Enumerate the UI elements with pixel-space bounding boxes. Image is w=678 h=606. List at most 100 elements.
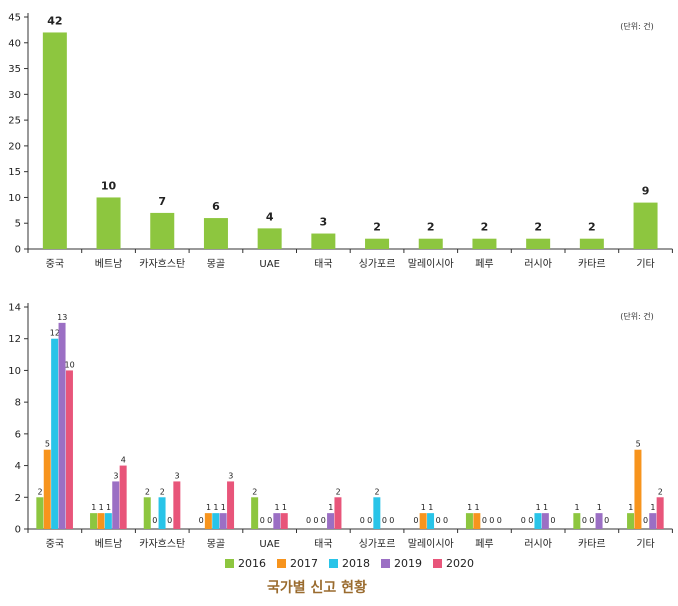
chart1-bar <box>203 218 228 249</box>
legend: 2016 2017 2018 2019 2020 <box>225 557 474 570</box>
chart1-x-tick-label: 카타르 <box>578 258 606 270</box>
chart2-bar-2017 <box>473 513 481 529</box>
chart2-data-label: 0 <box>306 516 311 525</box>
chart2-data-label: 0 <box>260 516 265 525</box>
chart2-x-tick-label: UAE <box>259 539 279 550</box>
chart2-data-label: 1 <box>575 503 580 512</box>
chart2-data-label: 1 <box>99 503 104 512</box>
chart2-bar-2018 <box>534 513 542 529</box>
chart2-bar-2020 <box>119 465 127 529</box>
chart2-data-label: 0 <box>360 516 365 525</box>
chart2-bar-2018 <box>104 513 112 529</box>
chart2-bar-2018 <box>373 497 381 529</box>
chart1-bar <box>150 212 175 249</box>
chart1-data-label: 9 <box>642 185 650 198</box>
chart2-data-label: 3 <box>113 471 118 480</box>
chart1-data-label: 2 <box>534 221 542 234</box>
chart2-data-label: 1 <box>597 503 602 512</box>
chart1-y-tick-label: 25 <box>8 116 21 127</box>
chart2-data-label: 0 <box>199 516 204 525</box>
chart2-data-label: 1 <box>628 503 633 512</box>
chart1-y-tick-label: 20 <box>8 141 21 152</box>
chart2-y-tick-label: 14 <box>8 303 21 314</box>
legend-swatch-2017 <box>277 559 286 568</box>
chart1-bar <box>633 202 658 249</box>
chart1-x-tick-label: 러시아 <box>524 258 552 270</box>
chart2-data-label: 1 <box>650 503 655 512</box>
chart1-x-tick-label: UAE <box>259 259 279 270</box>
chart1-y-tick-label: 10 <box>8 193 21 204</box>
chart2-bar-2019 <box>595 513 603 529</box>
chart2-x-tick-label: 베트남 <box>95 538 123 550</box>
chart1-unit-label: (단위: 건) <box>620 21 654 31</box>
chart2-data-label: 0 <box>267 516 272 525</box>
chart1-bar <box>311 233 336 249</box>
chart2-data-label: 2 <box>375 487 380 496</box>
chart2-bar-2016 <box>90 513 98 529</box>
chart2-x-tick-label: 몽골 <box>207 538 225 550</box>
chart2-bar-2017 <box>43 449 51 529</box>
chart2-data-label: 2 <box>160 487 165 496</box>
chart2-bar-2017 <box>419 513 427 529</box>
chart2-bar-2018 <box>51 338 59 529</box>
chart2-bar-2016 <box>573 513 581 529</box>
legend-swatch-2019 <box>381 559 390 568</box>
chart1-bar <box>96 197 121 249</box>
chart1-y-tick-label: 35 <box>8 64 21 75</box>
chart2-data-label: 0 <box>497 516 502 525</box>
chart1-x-tick-label: 페루 <box>475 258 493 270</box>
chart2-x-tick-label: 카자흐스탄 <box>139 538 185 550</box>
chart2-data-label: 0 <box>482 516 487 525</box>
chart2-data-label: 0 <box>643 516 648 525</box>
chart1-bar <box>365 238 390 249</box>
chart1-bar <box>472 238 497 249</box>
legend-swatch-2020 <box>433 559 442 568</box>
chart2-data-label: 0 <box>321 516 326 525</box>
chart2-data-label: 1 <box>275 503 280 512</box>
chart1-data-label: 2 <box>427 221 435 234</box>
chart2-x-tick-label: 태국 <box>314 538 332 550</box>
chart1-x-tick-label: 중국 <box>46 258 64 270</box>
chart2-bar-2016 <box>36 497 44 529</box>
chart2-bar-2018 <box>158 497 166 529</box>
legend-label-2019: 2019 <box>394 557 422 570</box>
chart2-data-label: 1 <box>543 503 548 512</box>
legend-label-2020: 2020 <box>446 557 474 570</box>
chart2-bar-2019 <box>219 513 227 529</box>
legend-label-2017: 2017 <box>290 557 318 570</box>
chart2-x-tick-label: 카타르 <box>578 538 606 550</box>
chart2-bar-2020 <box>65 370 73 529</box>
chart2-y-tick-label: 2 <box>15 493 21 504</box>
chart2-data-label: 2 <box>145 487 150 496</box>
chart1-bar <box>526 238 551 249</box>
chart2-data-label: 4 <box>121 456 126 465</box>
chart2-bar-2020 <box>334 497 342 529</box>
chart2-data-label: 0 <box>604 516 609 525</box>
legend-swatch-2016 <box>225 559 234 568</box>
chart2-data-label: 0 <box>550 516 555 525</box>
chart2-x-tick-label: 페루 <box>475 538 493 550</box>
chart1-x-tick-label: 기타 <box>636 258 654 270</box>
chart1-x-tick-label: 태국 <box>314 258 332 270</box>
chart1-bar <box>418 238 443 249</box>
chart2-data-label: 1 <box>221 503 226 512</box>
chart2-bar-2019 <box>649 513 657 529</box>
chart2-data-label: 1 <box>475 503 480 512</box>
chart2-bar-2016 <box>251 497 259 529</box>
chart2-data-label: 2 <box>38 487 43 496</box>
chart2-x-tick-label: 중국 <box>46 538 64 550</box>
chart2-bar-2016 <box>143 497 151 529</box>
chart2-bar-2016 <box>627 513 635 529</box>
chart1-data-label: 2 <box>481 221 489 234</box>
chart2-data-label: 1 <box>206 503 211 512</box>
chart2-data-label: 0 <box>382 516 387 525</box>
chart2-y-tick-label: 10 <box>8 366 21 377</box>
chart1-data-label: 2 <box>588 221 596 234</box>
chart2-data-label: 2 <box>658 487 663 496</box>
chart2-unit-label: (단위: 건) <box>620 311 654 321</box>
chart2-data-label: 0 <box>436 516 441 525</box>
chart2-data-label: 0 <box>167 516 172 525</box>
chart2-y-tick-label: 6 <box>15 429 21 440</box>
footer-title: 국가별 신고 현황 <box>267 579 367 596</box>
